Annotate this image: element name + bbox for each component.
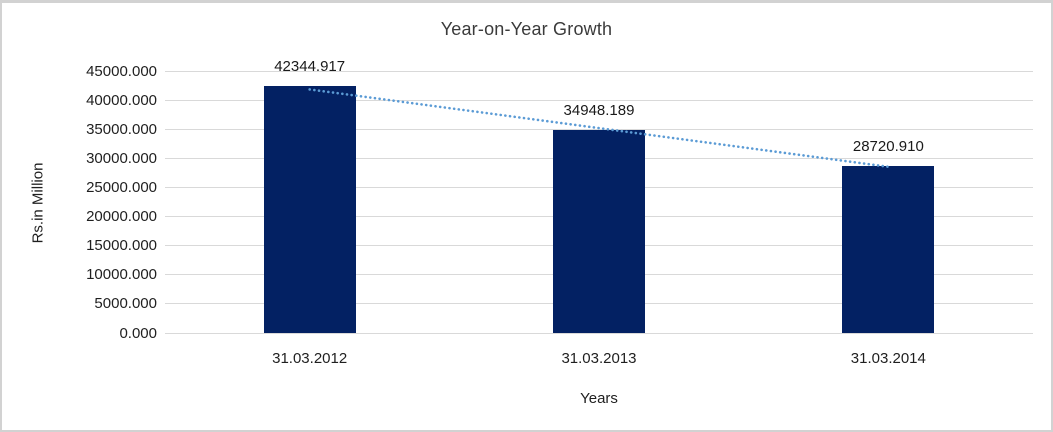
y-tick-label: 25000.000 [86,178,157,196]
x-tick-label: 31.03.2013 [561,350,637,367]
x-axis-title: Years [580,390,618,407]
y-tick-label: 45000.000 [86,62,157,80]
y-tick-label: 15000.000 [86,237,157,255]
bar-value-label: 42344.917 [274,58,346,76]
gridline [165,70,1033,72]
chart-title: Year-on-Year Growth [440,19,613,39]
y-tick-label: 30000.000 [86,149,157,167]
gridline [165,332,1033,334]
y-tick-label: 40000.000 [86,91,157,109]
y-tick-label: 20000.000 [86,208,157,226]
x-tick-label: 31.03.2012 [272,350,348,367]
y-tick-label: 5000.000 [94,295,157,313]
bar-value-label: 28720.910 [852,137,924,155]
bar [842,165,935,333]
y-tick-label: 10000.000 [86,266,157,284]
x-tick-label: 31.03.2014 [850,350,926,367]
bar-value-label: 34948.189 [563,101,635,119]
y-axis-title: Rs.in Million [29,162,47,244]
trendline [308,88,890,169]
y-tick-label: 0.000 [119,324,157,342]
bar [263,86,356,333]
y-tick-label: 35000.000 [86,120,157,138]
plot-area: 42344.917 34948.189 28720.910 [165,58,1033,334]
bar [553,129,645,333]
gridline [165,99,1033,101]
